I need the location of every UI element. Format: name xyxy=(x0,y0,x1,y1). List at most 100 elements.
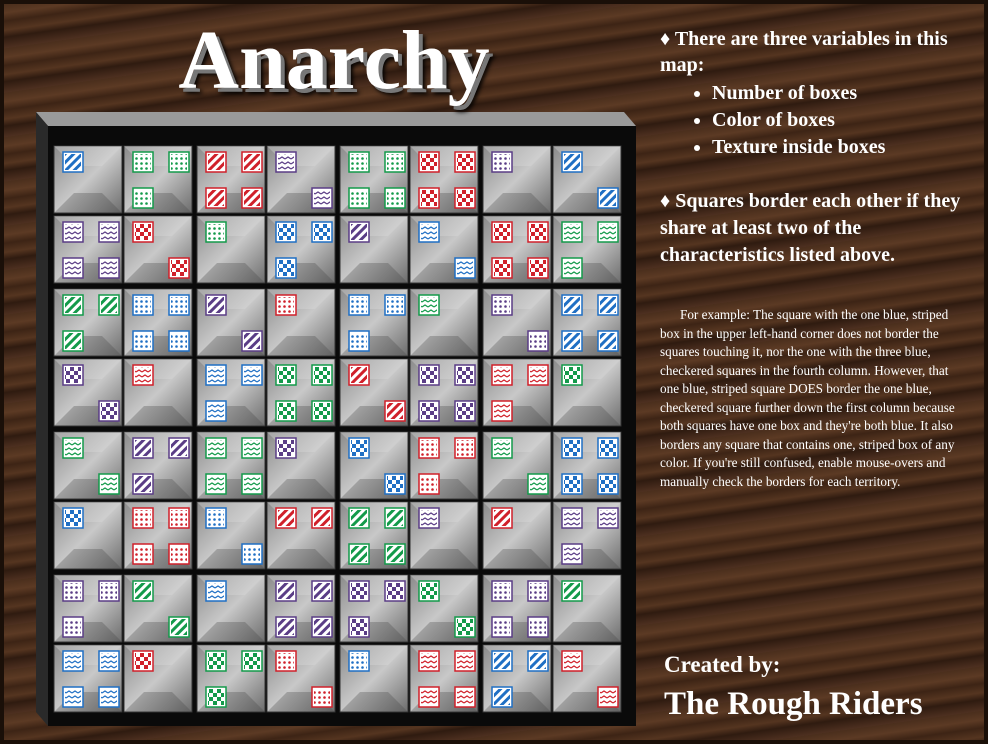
box-texture xyxy=(457,653,473,669)
territory[interactable] xyxy=(482,215,552,284)
territory[interactable] xyxy=(196,358,266,427)
territory[interactable] xyxy=(123,145,193,214)
box-texture xyxy=(600,476,616,492)
box-texture xyxy=(564,440,580,456)
box-texture xyxy=(278,653,294,669)
territory[interactable] xyxy=(266,574,336,643)
territory[interactable] xyxy=(266,358,336,427)
box-texture xyxy=(351,510,367,526)
territory[interactable] xyxy=(409,644,479,713)
territory[interactable] xyxy=(482,358,552,427)
box-texture xyxy=(351,583,367,599)
territory[interactable] xyxy=(196,431,266,500)
box-texture xyxy=(600,297,616,313)
territory[interactable] xyxy=(53,501,123,570)
territory[interactable] xyxy=(339,431,409,500)
territory[interactable] xyxy=(552,644,622,713)
box-texture xyxy=(208,224,224,240)
box-texture xyxy=(421,403,437,419)
variable: Texture inside boxes xyxy=(712,134,885,161)
territory[interactable] xyxy=(409,501,479,570)
box-texture xyxy=(65,510,81,526)
territory[interactable] xyxy=(482,145,552,214)
territory[interactable] xyxy=(53,574,123,643)
border-rule: ♦ Squares border each other if they shar… xyxy=(660,190,961,266)
territory[interactable] xyxy=(552,358,622,427)
territory[interactable] xyxy=(53,431,123,500)
box-texture xyxy=(278,260,294,276)
territory[interactable] xyxy=(196,288,266,357)
territory[interactable] xyxy=(266,501,336,570)
box-texture xyxy=(457,154,473,170)
territory[interactable] xyxy=(53,145,123,214)
territory-shade xyxy=(197,263,265,283)
territory[interactable] xyxy=(123,431,193,500)
territory[interactable] xyxy=(266,431,336,500)
territory[interactable] xyxy=(53,358,123,427)
territory[interactable] xyxy=(552,145,622,214)
territory[interactable] xyxy=(339,501,409,570)
territory[interactable] xyxy=(339,358,409,427)
territory[interactable] xyxy=(123,358,193,427)
territory[interactable] xyxy=(409,431,479,500)
territory[interactable] xyxy=(196,215,266,284)
territory[interactable] xyxy=(123,215,193,284)
territory[interactable] xyxy=(409,145,479,214)
territory-shade xyxy=(124,692,192,712)
territory[interactable] xyxy=(482,431,552,500)
territory[interactable] xyxy=(339,574,409,643)
territory[interactable] xyxy=(266,644,336,713)
territory[interactable] xyxy=(339,288,409,357)
territory[interactable] xyxy=(53,644,123,713)
territory[interactable] xyxy=(552,288,622,357)
territory[interactable] xyxy=(482,574,552,643)
territory[interactable] xyxy=(196,574,266,643)
territory[interactable] xyxy=(552,501,622,570)
territory[interactable] xyxy=(482,501,552,570)
territory[interactable] xyxy=(196,145,266,214)
territory[interactable] xyxy=(339,145,409,214)
territory[interactable] xyxy=(53,215,123,284)
territory[interactable] xyxy=(266,288,336,357)
territory-shade xyxy=(267,336,335,356)
territory[interactable] xyxy=(196,644,266,713)
box-texture xyxy=(65,440,81,456)
box-texture xyxy=(494,653,510,669)
board-bevel xyxy=(36,112,636,126)
territory[interactable] xyxy=(339,644,409,713)
territory[interactable] xyxy=(552,574,622,643)
box-texture xyxy=(135,367,151,383)
box-texture xyxy=(65,333,81,349)
territory[interactable] xyxy=(266,145,336,214)
territory[interactable] xyxy=(552,215,622,284)
territory[interactable] xyxy=(482,644,552,713)
territory[interactable] xyxy=(409,288,479,357)
territory[interactable] xyxy=(123,644,193,713)
territory[interactable] xyxy=(409,358,479,427)
territory[interactable] xyxy=(339,215,409,284)
box-texture xyxy=(564,510,580,526)
box-texture xyxy=(351,653,367,669)
territory-shade xyxy=(553,622,621,642)
box-texture xyxy=(387,297,403,313)
box-texture xyxy=(65,260,81,276)
box-texture xyxy=(135,333,151,349)
territory[interactable] xyxy=(123,288,193,357)
territory-shade xyxy=(197,622,265,642)
box-texture xyxy=(171,619,187,635)
territory[interactable] xyxy=(196,501,266,570)
territory[interactable] xyxy=(123,501,193,570)
box-texture xyxy=(101,224,117,240)
box-texture xyxy=(208,440,224,456)
box-texture xyxy=(530,619,546,635)
territory[interactable] xyxy=(409,215,479,284)
territory[interactable] xyxy=(409,574,479,643)
box-texture xyxy=(171,440,187,456)
territory[interactable] xyxy=(266,215,336,284)
territory[interactable] xyxy=(123,574,193,643)
territory[interactable] xyxy=(552,431,622,500)
box-texture xyxy=(135,510,151,526)
box-texture xyxy=(387,154,403,170)
territory[interactable] xyxy=(482,288,552,357)
territory[interactable] xyxy=(53,288,123,357)
